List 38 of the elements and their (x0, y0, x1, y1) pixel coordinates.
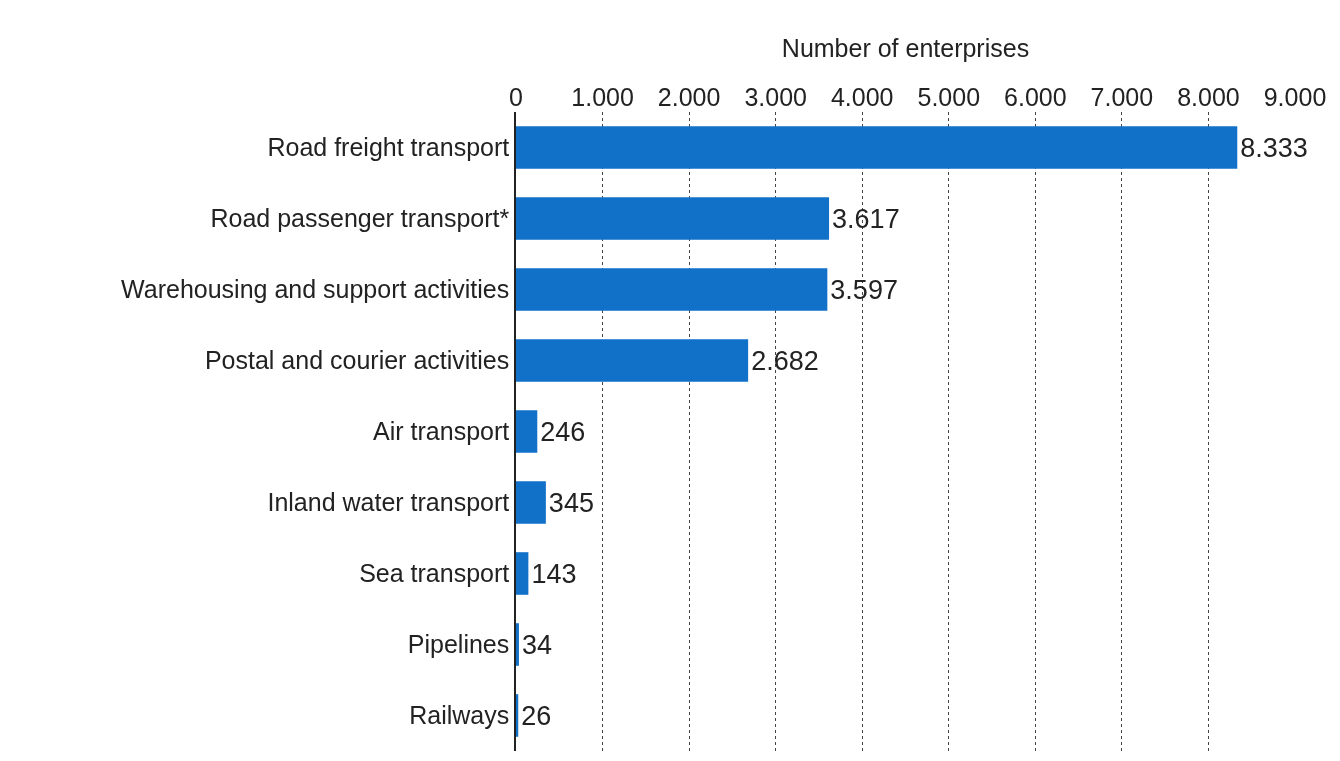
y-tick-label: Sea transport (359, 559, 510, 588)
bar (516, 481, 546, 524)
bar (516, 552, 529, 595)
x-tick-label: 5.000 (917, 83, 981, 111)
data-label: 3.597 (830, 274, 898, 305)
x-tick-label: 1.000 (571, 83, 634, 111)
x-tick-label: 9.000 (1263, 83, 1327, 111)
data-label: 2.682 (751, 345, 819, 376)
data-label: 246 (540, 416, 586, 447)
y-tick-label: Road passenger transport* (210, 204, 510, 233)
x-tick-label: 0 (509, 83, 523, 111)
x-tick-label: 4.000 (830, 83, 894, 111)
data-label: 143 (531, 558, 577, 589)
bar (516, 197, 830, 240)
y-tick-label: Warehousing and support activities (121, 275, 510, 304)
x-tick-label: 2.000 (657, 83, 721, 111)
y-tick-label: Inland water transport (267, 488, 510, 517)
x-tick-label: 6.000 (1004, 83, 1067, 111)
y-tick-label: Pipelines (407, 630, 510, 659)
bar (516, 268, 828, 311)
y-tick-label: Road freight transport (267, 133, 510, 162)
y-tick-label: Air transport (373, 417, 510, 446)
bar (516, 623, 519, 666)
data-label: 8.333 (1240, 132, 1308, 163)
data-label: 3.617 (832, 203, 900, 234)
y-tick-label: Postal and courier activities (204, 346, 510, 375)
x-tick-label: 7.000 (1090, 83, 1154, 111)
x-tick-label: 8.000 (1177, 83, 1240, 111)
data-label: 34 (521, 629, 552, 660)
bar (516, 339, 749, 382)
data-label: 345 (548, 487, 594, 518)
y-tick-label: Railways (409, 701, 510, 730)
bar (516, 126, 1238, 169)
bar (516, 694, 519, 737)
x-axis-title: Number of enterprises (781, 33, 1030, 62)
data-label: 26 (521, 700, 552, 731)
x-tick-label: 3.000 (744, 83, 807, 111)
bar (516, 410, 538, 453)
